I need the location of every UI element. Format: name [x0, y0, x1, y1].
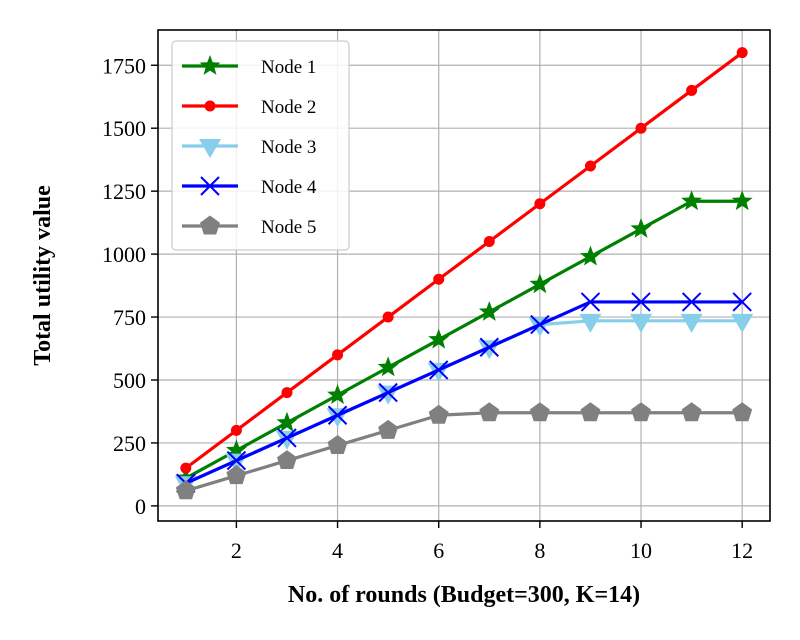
data-point	[281, 387, 293, 399]
x-tick-label: 8	[534, 538, 545, 563]
data-point	[731, 313, 754, 333]
data-point	[175, 480, 196, 500]
data-point	[226, 465, 247, 485]
data-point	[686, 84, 698, 96]
data-point	[736, 47, 748, 59]
series-4	[176, 292, 752, 493]
data-point	[732, 292, 752, 312]
series-line	[184, 51, 744, 470]
data-point	[534, 198, 546, 210]
data-point	[327, 434, 348, 454]
data-point	[631, 402, 652, 422]
data-point	[680, 313, 703, 333]
data-point	[631, 292, 651, 312]
data-point	[332, 349, 344, 361]
data-point	[276, 411, 298, 432]
series-line	[185, 300, 743, 485]
y-tick-label: 250	[113, 431, 146, 456]
data-point	[579, 313, 602, 333]
legend-marker	[204, 100, 216, 112]
data-point	[483, 236, 495, 248]
series-line	[185, 411, 743, 493]
legend-entry: Node 1	[182, 55, 316, 78]
legend-marker	[200, 176, 220, 196]
series-line	[185, 319, 743, 485]
legend-marker	[199, 55, 221, 75]
data-point	[377, 356, 399, 377]
data-point	[580, 402, 601, 422]
x-tick-label: 6	[433, 538, 444, 563]
data-point	[681, 292, 702, 312]
data-point	[378, 382, 398, 403]
legend-marker	[200, 215, 220, 235]
data-point	[327, 405, 348, 425]
data-point	[378, 419, 399, 439]
data-point	[277, 428, 297, 448]
y-tick-label: 1750	[102, 53, 146, 78]
data-point	[635, 122, 647, 134]
data-point	[630, 313, 653, 333]
series-1	[175, 190, 753, 488]
y-tick-label: 1250	[102, 179, 146, 204]
plot-series	[174, 47, 754, 500]
x-tick-label: 2	[231, 538, 242, 563]
legend-label: Node 2	[261, 97, 316, 118]
data-point	[180, 462, 192, 474]
data-point	[530, 314, 550, 335]
legend-entry: Node 3	[182, 137, 316, 158]
data-point	[225, 439, 247, 460]
x-axis-title: No. of rounds (Budget=300, K=14)	[288, 582, 640, 608]
data-point	[580, 292, 601, 312]
data-point	[429, 360, 449, 380]
legend-entry: Node 5	[182, 215, 316, 238]
data-point	[529, 273, 551, 294]
legend-marker	[199, 139, 221, 158]
data-point	[226, 450, 247, 471]
data-point	[327, 384, 349, 404]
series-5	[175, 402, 753, 500]
y-axis-title: Total utility value	[30, 185, 56, 366]
data-point	[681, 190, 703, 211]
data-point	[630, 217, 652, 238]
legend-label: Node 4	[261, 177, 317, 198]
data-point	[478, 301, 500, 321]
x-tick-label: 10	[630, 538, 652, 563]
x-tick-label: 4	[332, 538, 343, 563]
data-point	[479, 402, 500, 422]
data-point	[681, 402, 702, 422]
legend-entry: Node 4	[182, 176, 317, 198]
y-tick-label: 1000	[102, 242, 146, 267]
data-point	[731, 190, 753, 211]
y-tick-label: 500	[113, 368, 146, 393]
y-tick-label: 750	[113, 305, 146, 330]
legend-entry: Node 2	[182, 97, 316, 118]
data-point	[579, 245, 601, 266]
y-tick-label: 1500	[102, 116, 146, 141]
legend-label: Node 5	[261, 217, 316, 238]
data-point	[428, 404, 449, 424]
y-tick-label: 0	[135, 494, 146, 519]
series-line	[185, 199, 743, 480]
series-2	[180, 47, 748, 474]
x-tick-label: 12	[731, 538, 753, 563]
legend: Node 1 Node 2 Node 3 Node 4 Node 5	[171, 40, 350, 251]
legend-box	[171, 40, 350, 251]
axes: 2 4 6 8 10 12 0 250 500 750 1000 1250 1500 1750	[102, 53, 753, 563]
data-point	[230, 424, 242, 436]
data-point	[433, 273, 445, 285]
data-point	[428, 328, 450, 349]
data-point	[276, 450, 297, 470]
legend-label: Node 1	[261, 57, 316, 78]
data-point	[382, 311, 394, 323]
legend-label: Node 3	[261, 137, 316, 158]
data-point	[584, 160, 596, 172]
data-point	[479, 337, 499, 357]
data-point	[732, 402, 753, 422]
plot-frame	[157, 29, 771, 522]
data-point	[529, 402, 550, 422]
